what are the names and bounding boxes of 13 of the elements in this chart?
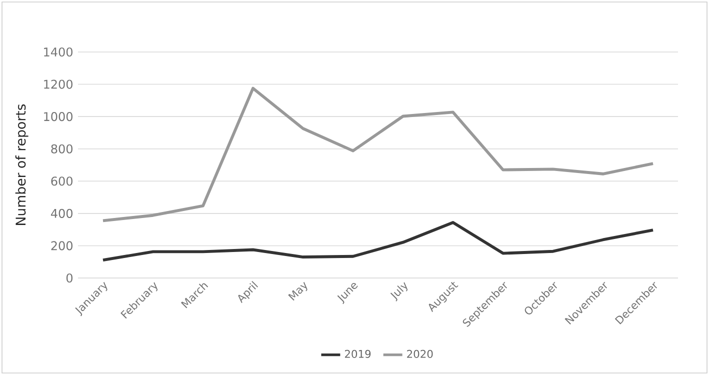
legend-label: 2019 <box>344 350 371 358</box>
y-tick-label: 600 <box>51 176 72 186</box>
y-tick-label: 400 <box>50 208 72 218</box>
y-tick-label: 0 <box>66 273 72 283</box>
y-axis-title: Number of reports <box>15 104 28 225</box>
y-tick-label: 1000 <box>44 112 72 122</box>
legend-label: 2020 <box>407 350 433 358</box>
line-series <box>102 86 654 222</box>
y-tick-label: 1200 <box>44 80 72 89</box>
y-tick-label: 1400 <box>44 47 72 57</box>
y-tick-label: 800 <box>51 144 72 154</box>
y-tick-label: 200 <box>51 241 72 250</box>
line-series <box>102 221 654 262</box>
